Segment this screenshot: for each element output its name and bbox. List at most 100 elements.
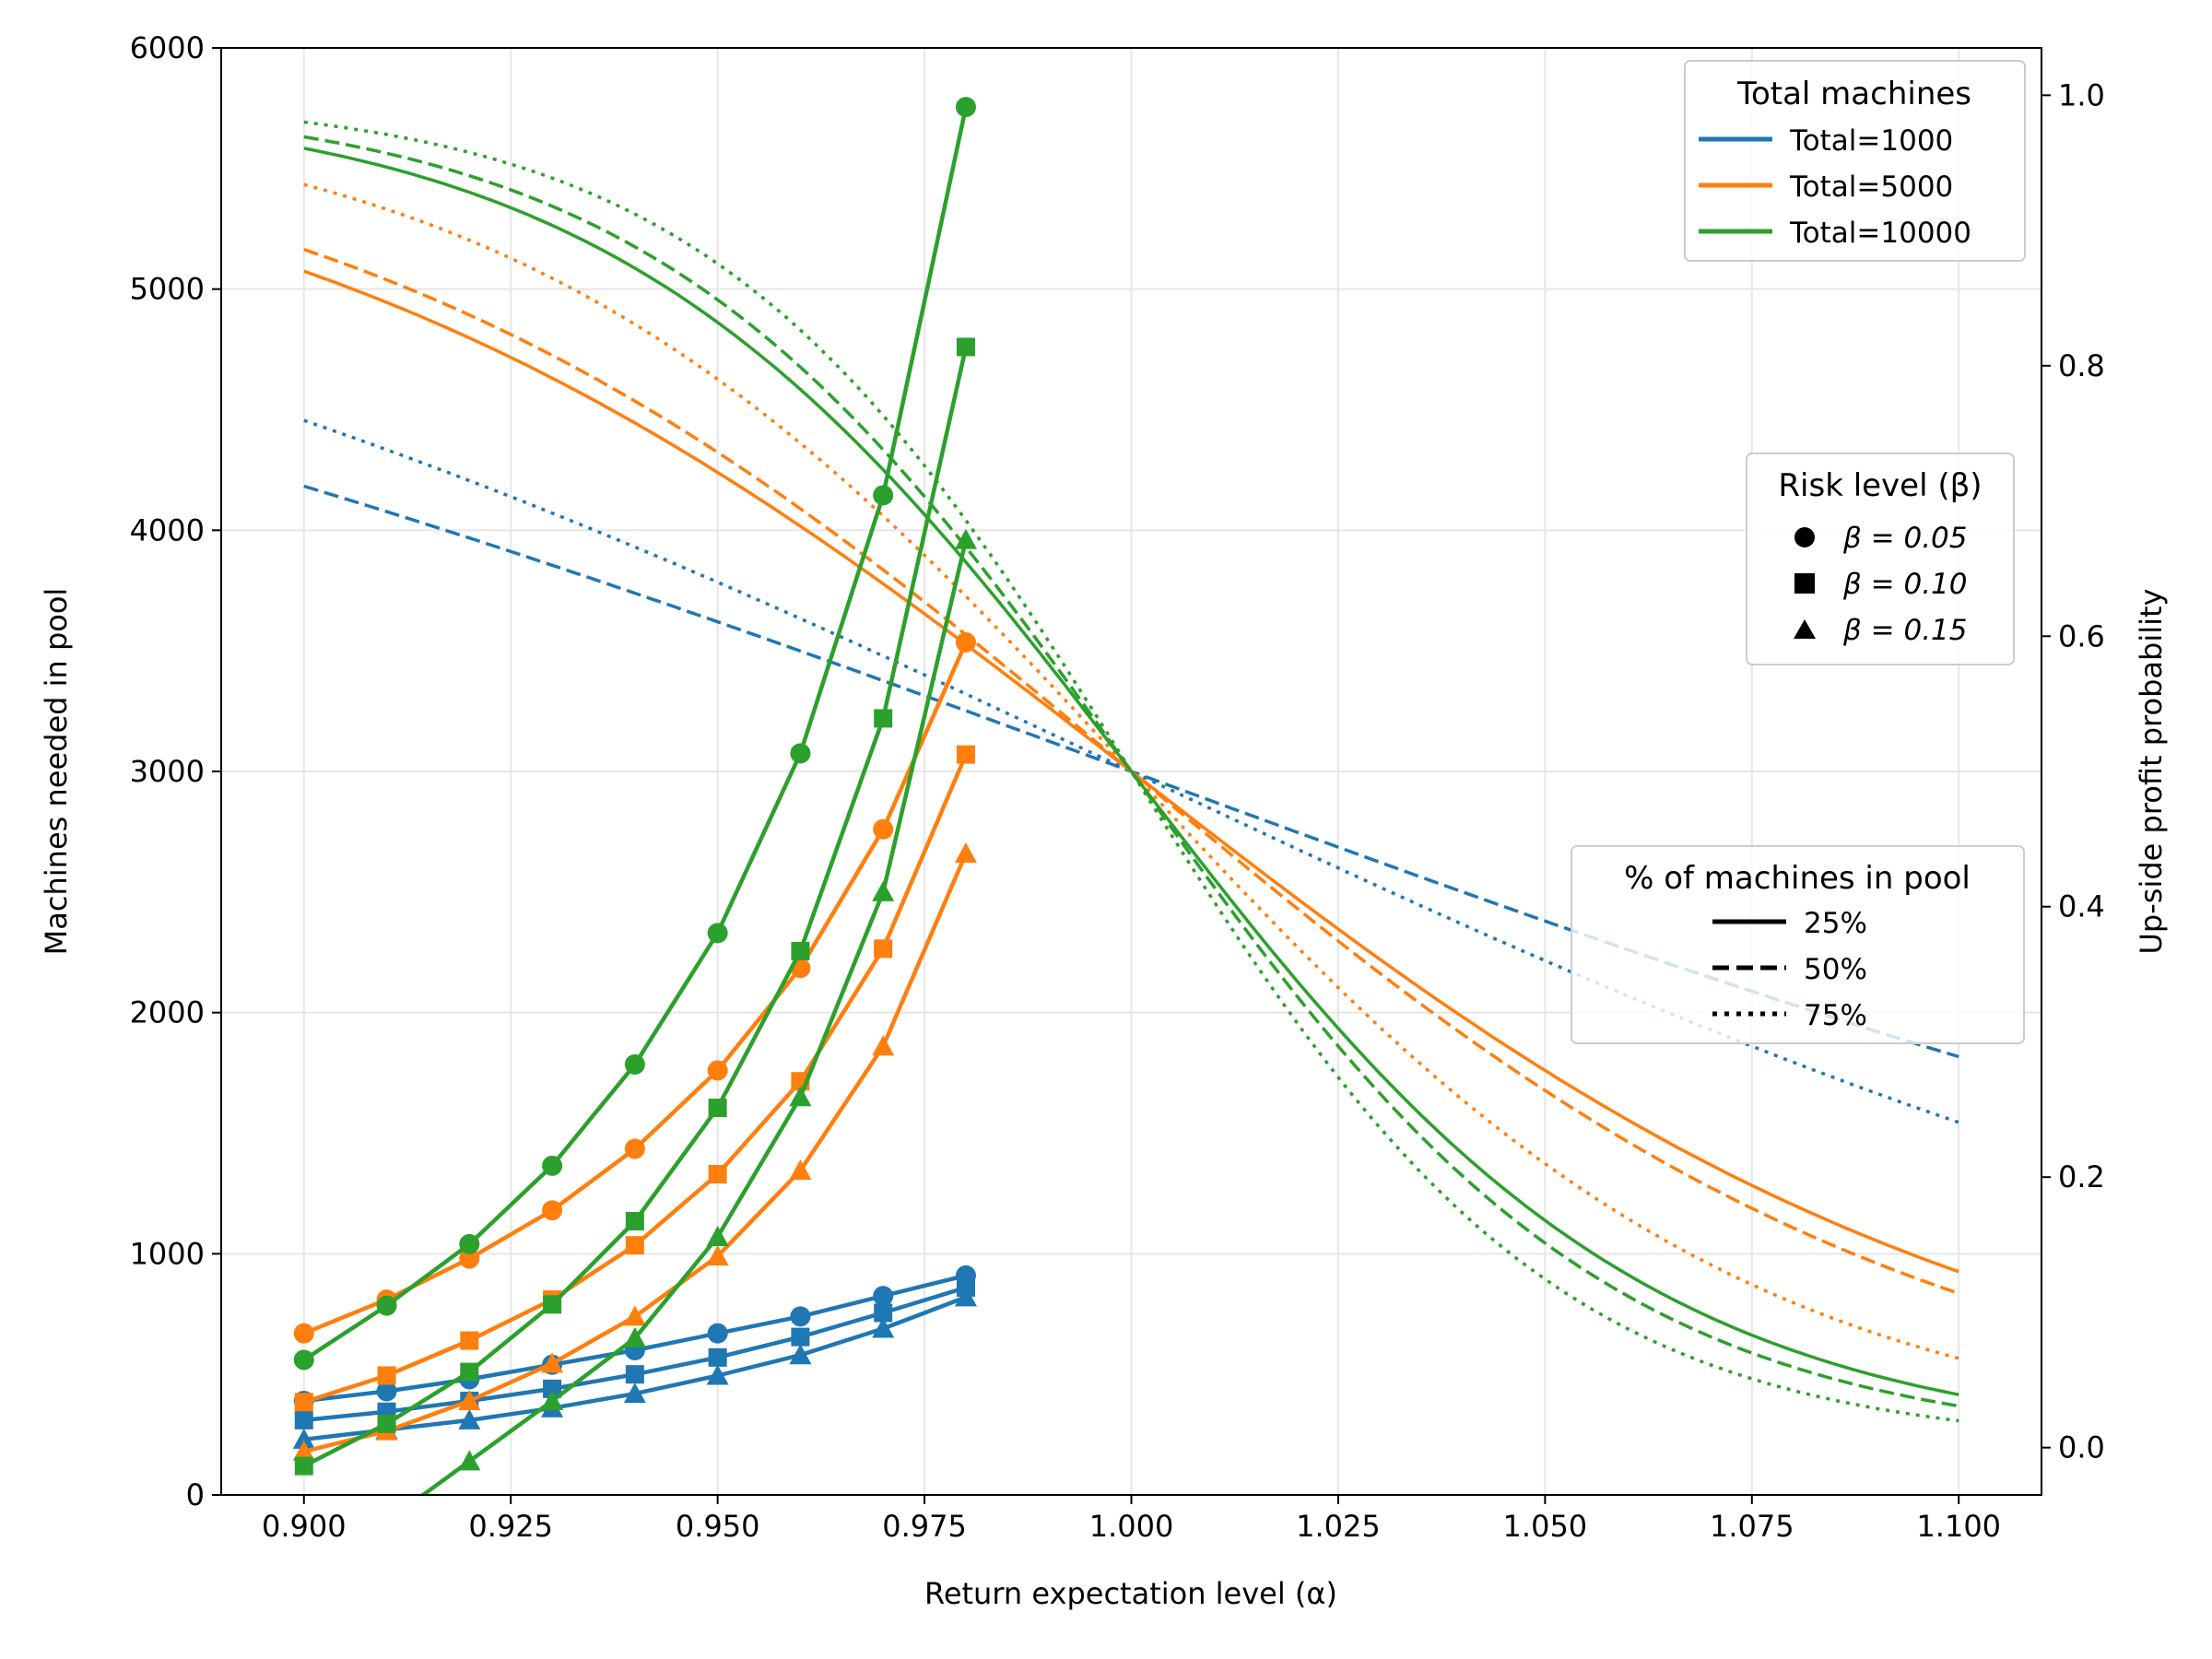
data-point bbox=[293, 1566, 315, 1586]
data-point bbox=[790, 1306, 811, 1327]
data-point bbox=[292, 1440, 315, 1461]
data-point bbox=[376, 1511, 398, 1531]
data-point bbox=[459, 1248, 480, 1269]
legend-label-beta-005: β = 0.05 bbox=[1842, 522, 1968, 555]
marker-series bbox=[292, 97, 977, 1586]
legend-label-25: 25% bbox=[1804, 907, 1867, 940]
x-tick-label: 1.050 bbox=[1503, 1509, 1588, 1544]
data-point bbox=[789, 1344, 812, 1365]
data-point bbox=[293, 1349, 314, 1371]
data-point bbox=[623, 1382, 646, 1404]
data-point bbox=[708, 1347, 727, 1367]
x-tick-label: 1.100 bbox=[1916, 1509, 2001, 1544]
legend-pool-percent: % of machines in pool 25% 50% 75% bbox=[1571, 845, 2025, 1044]
data-point bbox=[872, 880, 895, 901]
data-point bbox=[872, 1317, 895, 1338]
legend-label-beta-010: β = 0.10 bbox=[1842, 568, 1968, 601]
x-tick-label: 1.075 bbox=[1710, 1509, 1794, 1544]
data-point bbox=[623, 1326, 646, 1347]
data-point bbox=[707, 923, 728, 944]
data-point bbox=[874, 1303, 893, 1323]
data-point bbox=[458, 1408, 481, 1430]
probability-curve bbox=[303, 182, 1959, 1360]
y-tick-label: 4000 bbox=[130, 512, 205, 547]
legend-pool-title: % of machines in pool bbox=[1624, 860, 1971, 897]
y-axis: 0 1000 2000 3000 4000 5000 6000 bbox=[130, 30, 221, 1512]
legend-risk-level: Risk level (β) β = 0.05 β = 0.10 β = 0.1… bbox=[1746, 453, 2015, 665]
data-point bbox=[377, 1366, 396, 1385]
data-point bbox=[706, 1244, 729, 1265]
data-point bbox=[458, 1389, 481, 1410]
x-tick-label: 0.900 bbox=[262, 1509, 347, 1544]
y-tick-label: 6000 bbox=[130, 30, 205, 65]
data-point bbox=[956, 337, 975, 357]
probability-curve bbox=[303, 147, 1959, 1396]
data-point bbox=[460, 1331, 479, 1350]
data-point bbox=[458, 1450, 481, 1471]
data-point bbox=[873, 1286, 894, 1307]
x-axis-label: Return expectation level (α) bbox=[924, 1576, 1337, 1611]
data-point bbox=[294, 1456, 313, 1476]
data-point bbox=[623, 1305, 646, 1326]
data-point bbox=[954, 528, 977, 549]
legend-marker-square bbox=[1794, 573, 1815, 594]
data-point bbox=[874, 709, 893, 728]
legend-label-75: 75% bbox=[1804, 999, 1867, 1032]
y2-tick-label: 0.8 bbox=[2058, 348, 2105, 383]
data-point bbox=[292, 1428, 315, 1449]
x-tick-label: 0.950 bbox=[676, 1509, 760, 1544]
legend-label-beta-015: β = 0.15 bbox=[1842, 614, 1968, 647]
marker-series-line bbox=[293, 97, 976, 1371]
legend-label-total-5000: Total=5000 bbox=[1789, 171, 1953, 204]
data-point bbox=[377, 1414, 396, 1433]
data-point bbox=[872, 1035, 895, 1056]
y-tick-label: 1000 bbox=[130, 1236, 205, 1271]
data-point bbox=[874, 939, 893, 959]
x-tick-label: 0.975 bbox=[882, 1509, 967, 1544]
data-point bbox=[956, 745, 975, 764]
y2-axis-label: Up-side profit probability bbox=[2134, 589, 2169, 955]
data-point bbox=[791, 1327, 810, 1347]
data-point bbox=[789, 1086, 812, 1107]
data-point bbox=[791, 941, 810, 960]
y-axis-label: Machines needed in pool bbox=[39, 588, 74, 956]
legend-total-title: Total machines bbox=[1736, 76, 1971, 112]
y-tick-label: 0 bbox=[186, 1477, 205, 1512]
y-tick-label: 2000 bbox=[130, 995, 205, 1030]
data-point bbox=[542, 1200, 563, 1221]
legend-risk-title: Risk level (β) bbox=[1778, 467, 1982, 504]
data-point bbox=[624, 1053, 645, 1075]
data-point bbox=[294, 1410, 313, 1430]
data-point bbox=[294, 1393, 313, 1412]
marker-series-line bbox=[294, 337, 975, 1476]
y2-tick-label: 1.0 bbox=[2058, 77, 2105, 112]
data-point bbox=[790, 743, 811, 764]
probability-curve bbox=[303, 135, 1959, 1408]
data-point bbox=[954, 1286, 977, 1307]
legend-label-total-1000: Total=1000 bbox=[1789, 124, 1953, 158]
data-point bbox=[543, 1379, 562, 1398]
data-point bbox=[543, 1295, 562, 1314]
data-point bbox=[541, 1352, 564, 1373]
legend-label-50: 50% bbox=[1804, 953, 1867, 986]
data-point bbox=[625, 1236, 644, 1255]
y2-tick-label: 0.4 bbox=[2058, 889, 2105, 924]
x-tick-label: 0.925 bbox=[468, 1509, 553, 1544]
data-point bbox=[708, 1099, 727, 1118]
data-point bbox=[625, 1212, 644, 1231]
data-point bbox=[873, 485, 894, 506]
data-point bbox=[293, 1323, 314, 1344]
y-tick-label: 5000 bbox=[130, 272, 205, 307]
data-point bbox=[954, 841, 977, 863]
legend-marker-triangle bbox=[1794, 619, 1816, 639]
data-point bbox=[460, 1362, 479, 1382]
legend-marker-circle bbox=[1794, 527, 1815, 547]
x-tick-label: 1.000 bbox=[1089, 1509, 1174, 1544]
data-point bbox=[542, 1155, 563, 1176]
marker-series-line bbox=[294, 745, 975, 1412]
y2-axis: 0.0 0.2 0.4 0.6 0.8 1.0 bbox=[2041, 77, 2105, 1465]
data-point bbox=[708, 1164, 727, 1183]
data-point bbox=[459, 1233, 480, 1254]
x-axis: 0.900 0.925 0.950 0.975 1.000 1.025 1.050 1.075… bbox=[262, 1495, 2001, 1544]
data-point bbox=[955, 97, 976, 118]
